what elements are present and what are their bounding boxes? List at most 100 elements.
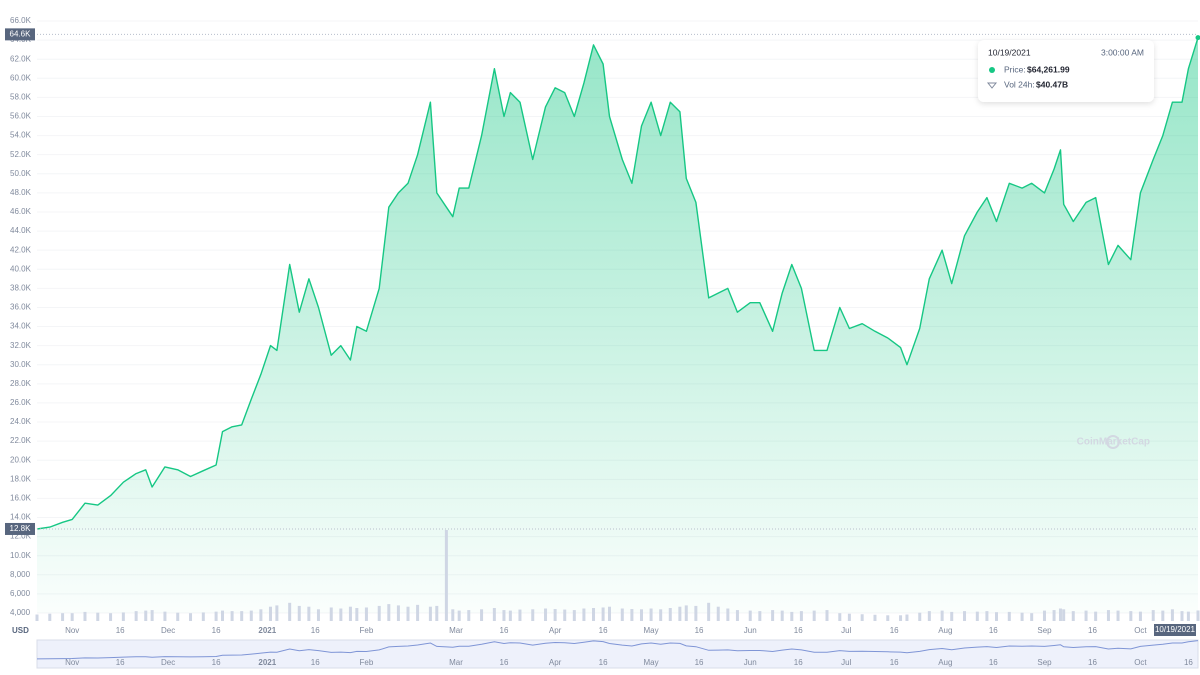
tooltip-date: 10/19/2021 bbox=[988, 47, 1031, 57]
volume-bar bbox=[1062, 609, 1066, 621]
volume-bar bbox=[396, 605, 400, 621]
volume-bar bbox=[518, 609, 522, 621]
y-tick-label: 8,000 bbox=[10, 570, 31, 579]
volume-bar bbox=[639, 609, 643, 621]
volume-bar bbox=[678, 606, 682, 621]
y-tick-label: 66.0K bbox=[10, 16, 32, 25]
volume-bar bbox=[1020, 612, 1024, 621]
volume-bar bbox=[387, 604, 391, 621]
volume-bar bbox=[144, 610, 148, 621]
y-tick-label: 16.0K bbox=[10, 494, 32, 503]
volume-bar bbox=[860, 614, 864, 621]
volume-bar bbox=[553, 609, 557, 621]
y-tick-label: 38.0K bbox=[10, 283, 32, 292]
volume-bar bbox=[1186, 611, 1190, 621]
volume-bar bbox=[508, 610, 512, 621]
y-tick-label: 48.0K bbox=[10, 188, 32, 197]
volume-bar bbox=[659, 609, 663, 621]
y-tick-label: 56.0K bbox=[10, 112, 32, 121]
volume-bar bbox=[985, 611, 989, 621]
volume-bar bbox=[348, 606, 352, 621]
volume-bar bbox=[899, 615, 903, 621]
volume-bar bbox=[995, 612, 999, 621]
y-tick-label: 46.0K bbox=[10, 207, 32, 216]
marker-label: 12.8K bbox=[10, 524, 32, 533]
volume-bar bbox=[502, 610, 506, 621]
navigator-tick-label: Mar bbox=[449, 658, 463, 667]
navigator-tick-label: Aug bbox=[938, 658, 952, 667]
volume-bar bbox=[240, 611, 244, 621]
navigator-tick-label: 2021 bbox=[258, 658, 276, 667]
volume-bar bbox=[355, 608, 359, 621]
volume-bar bbox=[668, 608, 672, 621]
volume-bar bbox=[1129, 611, 1133, 621]
navigator-tick-label: 16 bbox=[1088, 658, 1097, 667]
y-tick-label: 30.0K bbox=[10, 360, 32, 369]
currency-label: USD bbox=[12, 626, 29, 635]
volume-bar bbox=[716, 606, 720, 621]
tooltip-value: $40.47B bbox=[1036, 79, 1068, 89]
volume-bar bbox=[214, 611, 218, 621]
volume-bar bbox=[339, 608, 343, 621]
volume-bar bbox=[1058, 608, 1062, 621]
volume-bar bbox=[189, 613, 193, 621]
y-tick-label: 4,000 bbox=[10, 608, 31, 617]
volume-bar bbox=[268, 606, 272, 621]
price-area bbox=[37, 37, 1198, 614]
navigator-tick-label: Feb bbox=[360, 658, 374, 667]
y-tick-label: 14.0K bbox=[10, 513, 32, 522]
volume-bar bbox=[582, 608, 586, 621]
volume-bar bbox=[1138, 611, 1142, 621]
volume-bar bbox=[1042, 610, 1046, 621]
tooltip-label: Vol 24h: bbox=[1004, 79, 1035, 89]
volume-bar bbox=[316, 609, 320, 621]
watermark: CoinMarketCap bbox=[1077, 437, 1150, 448]
navigator-tick-label: 16 bbox=[1184, 658, 1193, 667]
volume-bar bbox=[121, 612, 125, 621]
y-tick-label: 28.0K bbox=[10, 379, 32, 388]
volume-bar bbox=[134, 611, 138, 621]
x-tick-label: 2021 bbox=[258, 626, 276, 635]
volume-bar bbox=[592, 608, 596, 621]
volume-bar bbox=[163, 611, 167, 621]
volume-bar bbox=[150, 610, 154, 621]
tooltip-time: 3:00:00 AM bbox=[1101, 47, 1144, 57]
navigator-tick-label: 16 bbox=[311, 658, 320, 667]
volume-bar bbox=[1094, 611, 1098, 621]
y-tick-label: 10.0K bbox=[10, 551, 32, 560]
y-tick-label: 42.0K bbox=[10, 245, 32, 254]
watermark-logo bbox=[1106, 435, 1120, 449]
volume-bar bbox=[601, 607, 605, 621]
x-tick-label: Feb bbox=[360, 626, 374, 635]
volume-bar bbox=[176, 612, 180, 621]
x-tick-label: Mar bbox=[449, 626, 463, 635]
volume-bar bbox=[1106, 610, 1110, 621]
volume-bar bbox=[288, 602, 292, 621]
volume-bar bbox=[735, 610, 739, 621]
volume-bar bbox=[748, 610, 752, 621]
volume-bar bbox=[838, 613, 842, 621]
volume-bar bbox=[1196, 610, 1200, 621]
crosshair-label-bg bbox=[1154, 624, 1196, 636]
volume-bar bbox=[48, 613, 52, 621]
volume-bar bbox=[259, 609, 263, 621]
marker-label: 64.6K bbox=[10, 29, 32, 38]
volume-bar bbox=[457, 610, 461, 621]
navigator-tick-label: 16 bbox=[794, 658, 803, 667]
navigator-tick-label: 16 bbox=[989, 658, 998, 667]
navigator-tick-label: 16 bbox=[599, 658, 608, 667]
y-tick-label: 36.0K bbox=[10, 303, 32, 312]
volume-bar bbox=[1030, 613, 1034, 621]
tooltip-label: Price: bbox=[1004, 64, 1026, 74]
x-tick-label: Apr bbox=[549, 626, 562, 635]
volume-bar bbox=[790, 611, 794, 621]
volume-bar bbox=[221, 610, 225, 621]
y-tick-label: 44.0K bbox=[10, 226, 32, 235]
volume-bar bbox=[1180, 611, 1184, 621]
x-tick-label: May bbox=[644, 626, 659, 635]
volume-bar bbox=[377, 605, 381, 621]
y-tick-label: 20.0K bbox=[10, 455, 32, 464]
volume-bar bbox=[416, 604, 420, 621]
